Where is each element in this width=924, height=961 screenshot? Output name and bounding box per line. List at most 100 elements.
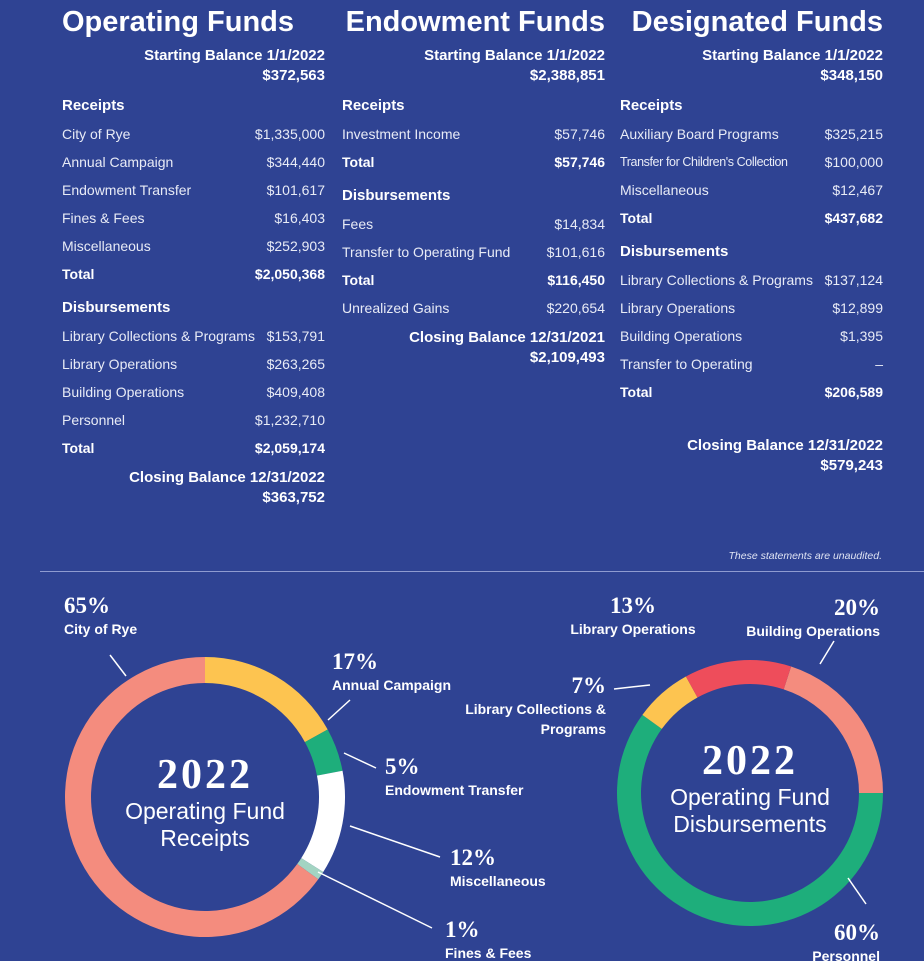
- starting-value: $372,563: [262, 67, 325, 84]
- category-label: City of Rye: [64, 621, 138, 637]
- row-label: Fines & Fees: [62, 210, 145, 226]
- row-label: Library Collections & Programs: [62, 328, 255, 344]
- closing-label: Closing Balance 12/31/2022: [129, 469, 325, 486]
- row-label: Transfer for Children's Collection: [620, 155, 788, 169]
- category-label: Annual Campaign: [332, 677, 452, 693]
- fund-title: Endowment Funds: [345, 6, 605, 38]
- donut-center: 2022 Operating Fund Receipts: [95, 752, 315, 852]
- category-label: Library Collections & Programs: [465, 701, 606, 737]
- category-label: Endowment Transfer: [385, 782, 524, 798]
- percent-label: 20%: [834, 595, 880, 620]
- statement-row: Miscellaneous $252,903: [62, 232, 325, 260]
- row-amount: $100,000: [824, 154, 883, 170]
- fund-title: Operating Funds: [62, 6, 294, 38]
- closing-label: Closing Balance 12/31/2021: [409, 329, 605, 346]
- fund-column: Operating Funds Starting Balance 1/1/2022…: [62, 4, 325, 508]
- statement-row: Library Operations $12,899: [620, 294, 883, 322]
- row-label: Transfer to Operating Fund: [342, 244, 511, 260]
- donut-segment: [783, 666, 883, 793]
- donut-subtitle: Operating Fund Disbursements: [670, 784, 830, 837]
- percent-label: 12%: [450, 845, 496, 870]
- percent-label: 60%: [834, 920, 880, 945]
- row-label: Building Operations: [62, 384, 185, 400]
- leader-line: [349, 825, 441, 858]
- divider: [40, 571, 924, 572]
- note: These statements are unaudited.: [728, 550, 882, 562]
- row-amount: $206,589: [824, 384, 883, 400]
- fund-title: Designated Funds: [631, 6, 883, 38]
- donut-segment: [642, 676, 698, 729]
- row-label: Unrealized Gains: [342, 300, 450, 316]
- statement-row: Investment Income $57,746: [342, 120, 605, 148]
- row-amount: $220,654: [546, 300, 605, 316]
- statement-row: Auxiliary Board Programs $325,215: [620, 120, 883, 148]
- statement-row: Miscellaneous $12,467: [620, 176, 883, 204]
- donut-title: 2022: [157, 752, 253, 798]
- statement-row: Fees $14,834: [342, 210, 605, 238]
- statement-row: Endowment Transfer $101,617: [62, 176, 325, 204]
- section-heading: Disbursements: [342, 187, 451, 204]
- donut-segment: [617, 714, 883, 927]
- statement-row: Total $206,589: [620, 378, 883, 406]
- row-amount: $12,899: [832, 300, 883, 316]
- category-label: Miscellaneous: [450, 873, 546, 889]
- statement-row: Transfer to Operating –: [620, 350, 883, 378]
- row-amount: $1,395: [840, 328, 883, 344]
- row-amount: $57,746: [554, 126, 605, 142]
- statement-row: Building Operations $409,408: [62, 378, 325, 406]
- category-label: Building Operations: [746, 623, 880, 639]
- section-heading: Disbursements: [620, 243, 729, 260]
- row-amount: $153,791: [266, 328, 325, 344]
- leader-line: [317, 871, 433, 929]
- statement-row: Total $57,746: [342, 148, 605, 176]
- leader-line: [613, 684, 651, 690]
- section-heading: Receipts: [342, 97, 405, 114]
- row-amount: $1,335,000: [254, 126, 325, 142]
- row-label: Total: [62, 266, 95, 282]
- percent-label: 5%: [385, 754, 420, 779]
- section-heading: Receipts: [62, 97, 125, 114]
- row-amount: $137,124: [824, 272, 883, 288]
- row-amount: $252,903: [266, 238, 325, 254]
- row-label: Total: [620, 384, 653, 400]
- row-label: Fees: [342, 216, 374, 232]
- statement-row: Total $2,050,368: [62, 260, 325, 288]
- donut-segment: [297, 858, 324, 880]
- row-label: Auxiliary Board Programs: [620, 126, 779, 142]
- donut-center: 2022 Operating Fund Disbursements: [640, 738, 860, 838]
- row-amount: $437,682: [824, 210, 883, 226]
- row-label: City of Rye: [62, 126, 131, 142]
- statement-row: Transfer for Children's Collection $100,0…: [620, 148, 883, 176]
- row-amount: $2,050,368: [254, 266, 325, 282]
- row-label: Total: [342, 154, 375, 170]
- starting-value: $348,150: [820, 67, 883, 84]
- row-label: Endowment Transfer: [62, 182, 192, 198]
- statement-row: Library Collections & Programs $153,791: [62, 322, 325, 350]
- row-label: Transfer to Operating: [620, 356, 753, 372]
- statement-row: Building Operations $1,395: [620, 322, 883, 350]
- row-label: Total: [620, 210, 653, 226]
- fund-column: Designated Funds Starting Balance 1/1/202…: [620, 4, 883, 476]
- percent-label: 17%: [332, 649, 378, 674]
- statement-row: Fines & Fees $16,403: [62, 204, 325, 232]
- starting-label: Starting Balance 1/1/2022: [702, 47, 883, 64]
- row-amount: $101,616: [546, 244, 605, 260]
- row-label: Library Collections & Programs: [620, 272, 813, 288]
- row-amount: $325,215: [824, 126, 883, 142]
- statement-row: Unrealized Gains $220,654: [342, 294, 605, 322]
- statement-row: Total $116,450: [342, 266, 605, 294]
- leader-line: [109, 654, 127, 677]
- row-amount: $16,403: [274, 210, 325, 226]
- percent-label: 1%: [445, 917, 480, 942]
- row-label: Miscellaneous: [62, 238, 151, 254]
- statement-row: Total $2,059,174: [62, 434, 325, 462]
- row-label: Miscellaneous: [620, 182, 709, 198]
- row-label: Total: [62, 440, 95, 456]
- percent-label: 65%: [64, 593, 110, 618]
- starting-label: Starting Balance 1/1/2022: [424, 47, 605, 64]
- row-label: Library Operations: [620, 300, 736, 316]
- row-label: Annual Campaign: [62, 154, 174, 170]
- row-amount: $12,467: [832, 182, 883, 198]
